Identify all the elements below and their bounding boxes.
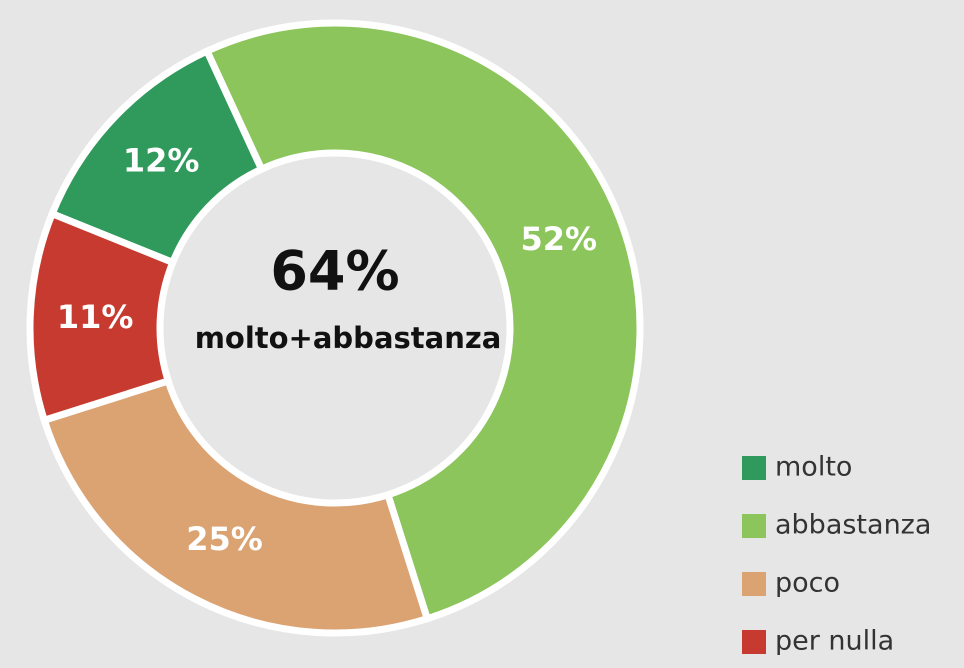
legend-label: abbastanza [775, 510, 931, 541]
donut-slice [39, 376, 432, 637]
donut-slice [202, 19, 644, 624]
legend-swatch [742, 572, 766, 596]
legend-label: poco [775, 568, 840, 599]
legend-swatch [742, 514, 766, 538]
value-label: 12% [123, 141, 200, 179]
legend-swatch [742, 456, 766, 480]
center-value: 64% [270, 240, 399, 303]
value-label: 11% [57, 298, 134, 336]
value-label: 52% [520, 220, 597, 258]
legend-swatch [742, 630, 766, 654]
legend-label: molto [775, 452, 852, 483]
center-label: molto+abbastanza [195, 321, 502, 355]
legend-label: per nulla [775, 626, 894, 657]
donut-slice [26, 209, 178, 425]
value-label: 25% [186, 520, 263, 558]
